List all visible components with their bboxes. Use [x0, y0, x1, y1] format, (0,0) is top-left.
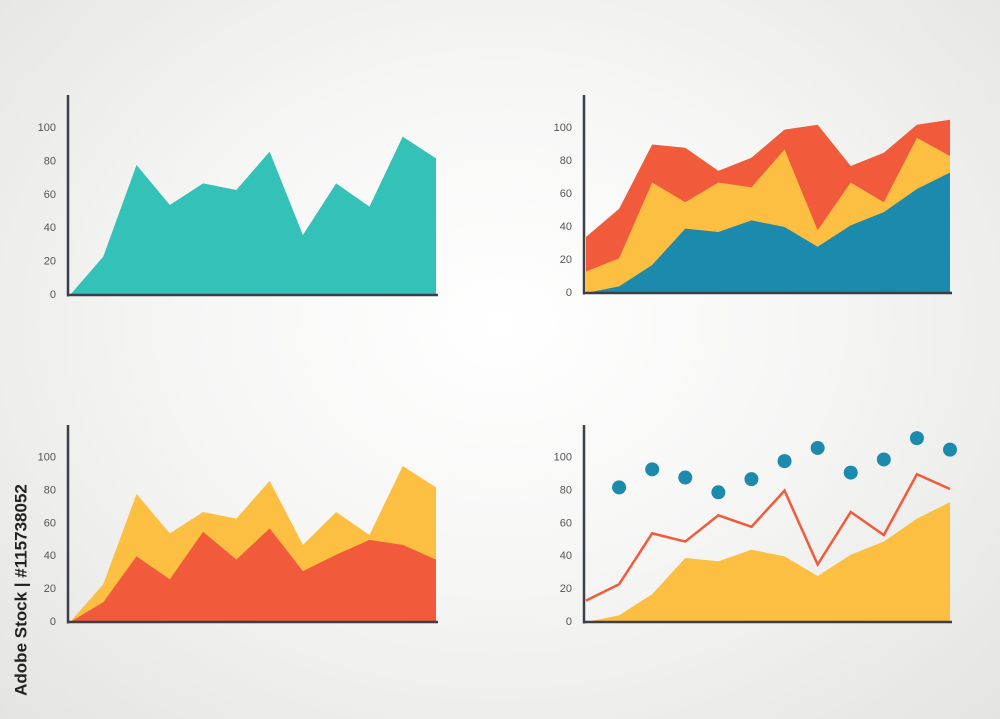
y-tick-label: 80: [560, 485, 572, 497]
y-tick-label: 80: [44, 156, 56, 168]
y-tick-label: 0: [50, 289, 56, 301]
watermark: Adobe Stock | #115738052: [11, 484, 30, 696]
dot: [943, 442, 957, 457]
dot: [744, 472, 759, 487]
y-tick-label: 0: [50, 616, 56, 628]
y-tick-label: 20: [560, 583, 572, 595]
y-tick-label: 40: [44, 550, 56, 562]
y-tick-label: 100: [38, 122, 56, 134]
area: [586, 502, 950, 622]
line: [585, 472, 951, 602]
y-tick-label: 40: [44, 222, 56, 234]
dot: [810, 440, 825, 455]
y-tick-label: 20: [560, 254, 572, 266]
area: [586, 172, 950, 293]
dot: [876, 452, 891, 467]
y-tick-label: 20: [44, 256, 56, 268]
area: [70, 136, 436, 295]
y-tick-label: 100: [38, 452, 56, 464]
y-tick-label: 100: [554, 122, 572, 134]
y-tick-label: 0: [566, 616, 572, 628]
y-tick-label: 60: [44, 189, 56, 201]
y-tick-label: 40: [560, 221, 572, 233]
y-tick-label: 60: [44, 517, 56, 529]
y-tick-label: 20: [44, 583, 56, 595]
y-tick-label: 60: [560, 517, 572, 529]
y-tick-label: 100: [554, 452, 572, 464]
dot: [843, 465, 858, 480]
dot: [678, 470, 693, 485]
y-tick-label: 0: [566, 287, 572, 299]
dot: [777, 454, 792, 469]
y-tick-label: 60: [560, 188, 572, 200]
y-tick-label: 80: [44, 485, 56, 497]
dot: [645, 462, 660, 477]
y-tick-label: 40: [560, 550, 572, 562]
dot: [612, 480, 627, 495]
dot: [711, 485, 726, 500]
y-tick-label: 80: [560, 155, 572, 167]
dot: [909, 431, 924, 446]
area: [70, 528, 436, 622]
